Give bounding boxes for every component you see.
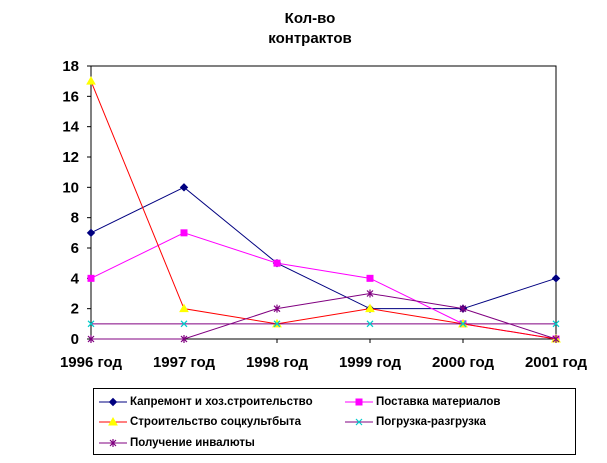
plot-area (90, 65, 557, 340)
y-tick-label: 10 (62, 179, 79, 196)
data-point (552, 335, 560, 343)
data-point (459, 304, 467, 313)
series-line (91, 292, 557, 340)
x-tick-label: 1997 год (153, 354, 216, 371)
series-line (90, 186, 557, 310)
legend-item-postavka: Поставка материалов (345, 394, 501, 410)
data-point (273, 304, 281, 313)
legend-marker-postavka (345, 398, 373, 406)
legend-marker-stroitelstvo (99, 417, 127, 426)
data-point (552, 320, 560, 328)
y-tick-label: 14 (62, 119, 79, 136)
data-point (179, 183, 189, 192)
legend-point (108, 397, 118, 407)
legend-label-postavka: Поставка материалов (376, 396, 501, 408)
y-tick-label: 0 (71, 331, 79, 348)
data-point (180, 320, 188, 328)
series-3 (86, 76, 561, 343)
data-point (366, 289, 374, 298)
legend-marker-invaluta (99, 439, 127, 447)
data-point (87, 274, 95, 282)
data-point (86, 76, 96, 85)
data-point (87, 335, 95, 343)
data-point (551, 274, 561, 283)
data-point (180, 229, 188, 237)
legend-point (355, 418, 363, 426)
series-5 (87, 289, 560, 343)
y-tick-label: 8 (71, 210, 79, 227)
legend-item-pogruzka: Погрузка-разгрузка (345, 414, 486, 430)
series-line (90, 80, 557, 340)
legend-point (109, 439, 117, 447)
data-point (366, 320, 374, 328)
legend-marker-pogruzka (345, 418, 373, 426)
legend-label-kapremont: Капремонт и хоз.строительство (130, 396, 313, 408)
series-1 (86, 183, 561, 313)
y-tick-label: 6 (71, 240, 79, 257)
data-point (366, 274, 374, 282)
data-point (365, 303, 375, 313)
y-tick-label: 12 (62, 149, 79, 166)
y-tick-label: 16 (62, 88, 79, 105)
data-point (273, 320, 281, 328)
series-4 (87, 320, 560, 328)
legend-point (355, 398, 363, 406)
chart-legend: Капремонт и хоз.строительство Поставка м… (93, 388, 576, 455)
data-point (86, 228, 96, 238)
y-tick-label: 2 (71, 301, 79, 318)
chart-title: Кол-во контрактов (0, 9, 607, 49)
data-point (179, 303, 189, 313)
legend-item-stroitelstvo: Строительство соцкультбыта (99, 414, 301, 430)
legend-marker-kapremont (99, 397, 127, 407)
legend-label-pogruzka: Погрузка-разгрузка (376, 416, 486, 428)
x-tick-label: 2000 год (432, 354, 495, 371)
legend-label-stroitelstvo: Строительство соцкультбыта (130, 416, 302, 428)
data-point (459, 320, 467, 328)
y-tick-label: 18 (62, 58, 79, 75)
data-point (180, 335, 188, 343)
y-tick-label: 4 (71, 270, 80, 287)
line-chart: 0 2 4 6 8 10 12 14 16 18 1996 год 1997 год 1998 год 1… (60, 58, 588, 371)
legend-item-kapremont: Капремонт и хоз.строительство (99, 394, 313, 410)
legend-label-invaluta: Получение инвалюты (130, 437, 255, 449)
x-tick-label: 1998 год (246, 354, 309, 371)
data-point (87, 320, 95, 328)
x-tick-label: 2001 год (525, 354, 588, 371)
data-point (273, 259, 281, 267)
legend-point (108, 417, 118, 426)
x-tick-label: 1999 год (339, 354, 402, 371)
x-tick-label: 1996 год (60, 354, 123, 371)
chart-title-line-2: контрактов (268, 30, 352, 47)
legend-item-invaluta: Получение инвалюты (99, 435, 255, 451)
chart-title-line-1: Кол-во (284, 10, 336, 27)
